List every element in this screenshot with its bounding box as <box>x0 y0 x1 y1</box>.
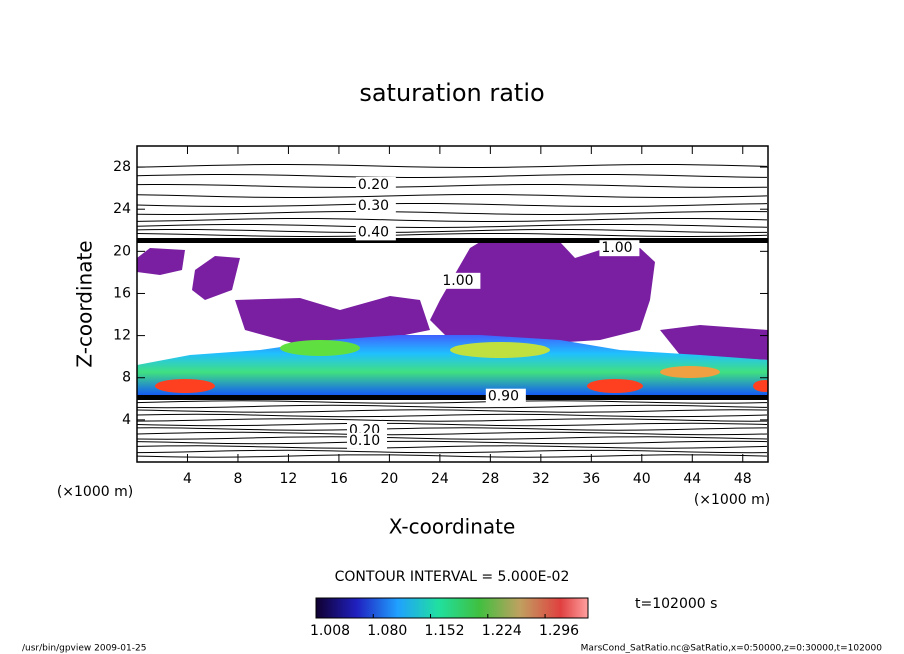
x-tick-label: 40 <box>633 471 651 487</box>
x-tick-label: 8 <box>233 471 242 487</box>
shade-region <box>235 296 430 345</box>
y-tick-label: 28 <box>113 159 131 175</box>
contour-dense <box>137 238 768 243</box>
shade-spot <box>280 340 360 356</box>
contour-line <box>137 232 768 237</box>
contour-label-bg <box>355 198 396 215</box>
y-tick-label: 4 <box>122 412 131 428</box>
contour-line <box>137 454 768 458</box>
x-unit: (×1000 m) <box>694 492 770 508</box>
chart-title: saturation ratio <box>359 79 544 107</box>
contour-label-bg <box>485 388 526 405</box>
contour-line <box>137 194 768 198</box>
contour-line <box>137 223 768 228</box>
y-tick-label: 24 <box>113 201 131 217</box>
colorbar-tick-label: 1.152 <box>424 623 464 639</box>
contour-line <box>137 217 768 222</box>
y-tick-label: 12 <box>113 328 131 344</box>
colorbar <box>315 597 589 619</box>
contour-line <box>137 203 768 207</box>
contour-label-bg <box>440 272 481 289</box>
y-tick-label: 8 <box>122 370 131 386</box>
contour-line <box>137 210 768 215</box>
shade-spot <box>587 379 643 393</box>
contour-line <box>137 440 768 445</box>
contour-line <box>137 418 768 422</box>
contour-line <box>137 404 768 409</box>
x-tick-label: 24 <box>431 471 449 487</box>
x-tick-label: 28 <box>481 471 499 487</box>
colorbar-tick-label: 1.080 <box>367 623 407 639</box>
y-unit: (×1000 m) <box>57 484 133 500</box>
contour-label-bg <box>355 176 396 193</box>
contour-label: 1.00 <box>601 240 632 256</box>
shade-region <box>660 325 768 360</box>
contour-line <box>137 164 768 168</box>
contour-line <box>137 413 768 418</box>
contour-line <box>137 184 768 188</box>
contour-label-bg <box>599 240 640 257</box>
shade-spot <box>660 366 720 378</box>
contour-label: 0.40 <box>358 224 389 240</box>
contour-line <box>137 427 768 431</box>
contour-line <box>137 449 768 454</box>
x-tick-label: 16 <box>330 471 348 487</box>
shade-spot <box>450 342 550 358</box>
contour-label: 0.90 <box>488 389 519 405</box>
contour-dense <box>137 395 768 400</box>
shade-spot <box>753 380 768 392</box>
y-axis-label: Z-coordinate <box>73 240 97 367</box>
footer-left: /usr/bin/gpview 2009-01-25 <box>22 644 146 654</box>
contour-label: 1.00 <box>442 273 473 289</box>
colorbar-tick-label: 1.224 <box>482 623 522 639</box>
contour-line <box>137 445 768 449</box>
shade-spot <box>155 379 215 393</box>
colorbar-tick-label: 1.296 <box>539 623 579 639</box>
contour-line <box>137 174 768 178</box>
x-axis-label: X-coordinate <box>389 515 516 539</box>
contour-label: 0.30 <box>358 198 389 214</box>
x-tick-label: 48 <box>734 471 752 487</box>
contour-label: 0.10 <box>349 433 380 449</box>
contour-line <box>137 409 768 413</box>
contour-line <box>137 400 768 404</box>
x-tick-label: 12 <box>280 471 298 487</box>
x-tick-label: 44 <box>683 471 701 487</box>
shading <box>137 238 768 400</box>
colorbar-tick-label: 1.008 <box>310 623 350 639</box>
x-tick-label: 36 <box>582 471 600 487</box>
contour-interval: CONTOUR INTERVAL = 5.000E-02 <box>335 569 570 585</box>
contour-label-bg <box>355 224 396 241</box>
footer-right: MarsCond_SatRatio.nc@SatRatio,x=0:50000,… <box>581 644 883 654</box>
contours: 0.200.300.401.001.000.900.200.10 <box>137 164 768 458</box>
x-tick-label: 20 <box>380 471 398 487</box>
contour-label: 0.20 <box>358 177 389 193</box>
contour-line <box>137 422 768 427</box>
shade-region <box>192 256 240 300</box>
x-tick-label: 4 <box>183 471 192 487</box>
y-tick-label: 20 <box>113 243 131 259</box>
shade-region <box>430 242 655 345</box>
time-label: t=102000 s <box>635 596 717 612</box>
x-tick-label: 32 <box>532 471 550 487</box>
y-tick-label: 16 <box>113 285 131 301</box>
shade-region <box>137 248 185 275</box>
contour-line <box>137 228 768 233</box>
contour-label-bg <box>347 432 388 449</box>
plot-frame <box>136 145 769 463</box>
contour-line <box>137 436 768 440</box>
contour-line <box>137 431 768 436</box>
